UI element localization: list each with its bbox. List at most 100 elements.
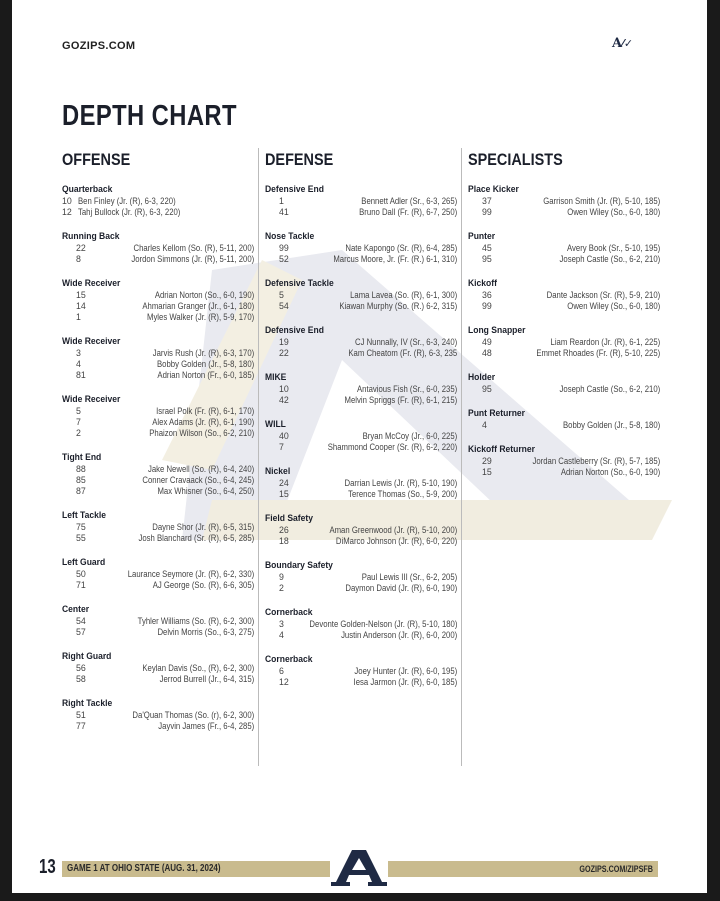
player-row: 4 Bobby Golden (Jr., 5-8, 180) bbox=[62, 359, 256, 370]
player-info: Keylan Davis (So., (R), 6-2, 300) bbox=[142, 663, 255, 673]
jersey-number: 3 bbox=[279, 619, 284, 629]
position-group: MIKE 10 Antavious Fish (Sr., 6-0, 235) 42 Me… bbox=[265, 372, 459, 406]
player-row: 4 Justin Anderson (Jr. (R), 6-0, 200) bbox=[265, 630, 459, 641]
position-name: Running Back bbox=[62, 231, 120, 242]
position-group: Left Guard 50 Laurance Seymore (Jr. (R), 6… bbox=[62, 557, 256, 591]
column-divider bbox=[461, 148, 462, 766]
position-group: Cornerback 3 Devonte Golden-Nelson (Jr. (R… bbox=[265, 607, 459, 641]
jersey-number: 22 bbox=[76, 243, 86, 253]
player-row: 5 Lama Lavea (So. (R), 6-1, 300) bbox=[265, 290, 459, 301]
jersey-number: 12 bbox=[279, 677, 289, 687]
jersey-number: 45 bbox=[482, 243, 492, 253]
player-info: Joey Hunter (Jr. (R), 6-0, 195) bbox=[354, 666, 458, 676]
jersey-number: 42 bbox=[279, 395, 289, 405]
position-name: Wide Receiver bbox=[62, 394, 121, 405]
column-divider bbox=[258, 148, 259, 766]
player-info: Josh Blanchard (Sr. (R), 6-5, 285) bbox=[138, 533, 255, 543]
player-info: Melvin Spriggs (Fr. (R), 6-1, 215) bbox=[344, 395, 458, 405]
position-name: Tight End bbox=[62, 452, 102, 463]
jersey-number: 99 bbox=[279, 243, 289, 253]
player-info: Jake Newell (So. (R), 6-4, 240) bbox=[147, 464, 255, 474]
position-name: Right Tackle bbox=[62, 698, 113, 709]
jersey-number: 58 bbox=[76, 674, 86, 684]
footer-url: GOZIPS.COM/ZIPSFB bbox=[579, 864, 653, 874]
jersey-number: 15 bbox=[482, 467, 492, 477]
player-info: Tahj Bullock (Jr. (R), 6-3, 220) bbox=[77, 207, 181, 217]
player-row: 14 Ahmarian Granger (Jr., 6-1, 180) bbox=[62, 301, 256, 312]
jersey-number: 40 bbox=[279, 431, 289, 441]
player-row: 45 Avery Book (Sr., 5-10, 195) bbox=[468, 243, 662, 254]
player-row: 3 Devonte Golden-Nelson (Jr. (R), 5-10, 1… bbox=[265, 619, 459, 630]
player-info: CJ Nunnally, IV (Sr., 6-3, 240) bbox=[354, 337, 458, 347]
jersey-number: 85 bbox=[76, 475, 86, 485]
jersey-number: 71 bbox=[76, 580, 86, 590]
player-row: 71 AJ George (So. (R), 6-6, 305) bbox=[62, 580, 256, 591]
player-row: 1 Myles Walker (Jr. (R), 5-9, 170) bbox=[62, 312, 256, 323]
player-row: 26 Aman Greenwood (Jr. (R), 5-10, 200) bbox=[265, 525, 459, 536]
specialists-column: SPECIALISTS Place Kicker 37 Garrison Smith … bbox=[468, 150, 662, 491]
jersey-number: 4 bbox=[279, 630, 284, 640]
player-info: Phaizon Wilson (So., 6-2, 210) bbox=[149, 428, 255, 438]
player-info: Darrian Lewis (Jr. (R), 5-10, 190) bbox=[344, 478, 458, 488]
jersey-number: 15 bbox=[76, 290, 86, 300]
section-heading: OFFENSE bbox=[62, 150, 131, 169]
position-name: Nose Tackle bbox=[265, 231, 315, 242]
player-row: 99 Nate Kapongo (Sr. (R), 6-4, 285) bbox=[265, 243, 459, 254]
position-name: Place Kicker bbox=[468, 184, 519, 195]
player-info: Lama Lavea (So. (R), 6-1, 300) bbox=[350, 290, 458, 300]
player-info: Iesa Jarmon (Jr. (R), 6-0, 185) bbox=[353, 677, 458, 687]
player-row: 15 Adrian Norton (So., 6-0, 190) bbox=[468, 467, 662, 478]
jersey-number: 48 bbox=[482, 348, 492, 358]
player-info: Israel Polk (Fr. (R), 6-1, 170) bbox=[156, 406, 255, 416]
player-info: Jayvin James (Fr., 6-4, 285) bbox=[158, 721, 255, 731]
player-row: 54 Kiawan Murphy (So. (R.) 6-2, 315) bbox=[265, 301, 459, 312]
page-number: 13 bbox=[39, 856, 56, 878]
player-info: Bennett Adler (Sr., 6-3, 265) bbox=[361, 196, 458, 206]
jersey-number: 36 bbox=[482, 290, 492, 300]
player-info: Charles Kellom (So. (R), 5-11, 200) bbox=[133, 243, 255, 253]
position-name: Left Tackle bbox=[62, 510, 107, 521]
position-name: Defensive Tackle bbox=[265, 278, 334, 289]
jersey-number: 5 bbox=[279, 290, 284, 300]
player-row: 4 Bobby Golden (Jr., 5-8, 180) bbox=[468, 420, 662, 431]
player-row: 87 Max Whisner (So., 6-4, 250) bbox=[62, 486, 256, 497]
player-info: Garrison Smith (Jr. (R), 5-10, 185) bbox=[543, 196, 661, 206]
position-name: MIKE bbox=[265, 372, 287, 383]
player-row: 99 Owen Wiley (So., 6-0, 180) bbox=[468, 301, 662, 312]
player-row: 10 Antavious Fish (Sr., 6-0, 235) bbox=[265, 384, 459, 395]
jersey-number: 19 bbox=[279, 337, 289, 347]
player-row: 7 Alex Adams (Jr. (R), 6-1, 190) bbox=[62, 417, 256, 428]
player-row: 77 Jayvin James (Fr., 6-4, 285) bbox=[62, 721, 256, 732]
player-info: Joseph Castle (So., 6-2, 210) bbox=[559, 254, 661, 264]
jersey-number: 18 bbox=[279, 536, 289, 546]
player-info: Emmet Rhoades (Fr. (R), 5-10, 225) bbox=[536, 348, 661, 358]
jersey-number: 9 bbox=[279, 572, 284, 582]
position-name: Kickoff Returner bbox=[468, 444, 535, 455]
player-info: Shammond Cooper (Sr. (R), 6-2, 220) bbox=[327, 442, 458, 452]
player-row: 3 Jarvis Rush (Jr. (R), 6-3, 170) bbox=[62, 348, 256, 359]
player-row: 9 Paul Lewis III (Sr., 6-2, 205) bbox=[265, 572, 459, 583]
player-row: 8 Jordon Simmons (Jr. (R), 5-11, 200) bbox=[62, 254, 256, 265]
player-row: 10 Ben Finley (Jr. (R), 6-3, 220) bbox=[62, 196, 256, 207]
jersey-number: 22 bbox=[279, 348, 289, 358]
player-row: 99 Owen Wiley (So., 6-0, 180) bbox=[468, 207, 662, 218]
jersey-number: 81 bbox=[76, 370, 86, 380]
player-info: Nate Kapongo (Sr. (R), 6-4, 285) bbox=[345, 243, 458, 253]
player-info: Aman Greenwood (Jr. (R), 5-10, 200) bbox=[329, 525, 458, 535]
jersey-number: 37 bbox=[482, 196, 492, 206]
jersey-number: 77 bbox=[76, 721, 86, 731]
position-group: Wide Receiver 3 Jarvis Rush (Jr. (R), 6-3,… bbox=[62, 336, 256, 381]
player-info: Bruno Dall (Fr. (R), 6-7, 250) bbox=[359, 207, 458, 217]
jersey-number: 7 bbox=[279, 442, 284, 452]
position-group: Running Back 22 Charles Kellom (So. (R), 5… bbox=[62, 231, 256, 265]
jersey-number: 51 bbox=[76, 710, 86, 720]
position-group: Defensive End 1 Bennett Adler (Sr., 6-3, 2… bbox=[265, 184, 459, 218]
jersey-number: 54 bbox=[76, 616, 86, 626]
player-info: Adrian Norton (Fr., 6-0, 185) bbox=[157, 370, 255, 380]
player-info: Joseph Castle (So., 6-2, 210) bbox=[559, 384, 661, 394]
player-info: Jordan Castleberry (Sr. (R), 5-7, 185) bbox=[532, 456, 661, 466]
jersey-number: 15 bbox=[279, 489, 289, 499]
defense-column: DEFENSE Defensive End 1 Bennett Adler (Sr.,… bbox=[265, 150, 459, 701]
player-info: Dante Jackson (Sr. (R), 5-9, 210) bbox=[546, 290, 661, 300]
player-row: 58 Jerrod Burrell (Jr., 6-4, 315) bbox=[62, 674, 256, 685]
